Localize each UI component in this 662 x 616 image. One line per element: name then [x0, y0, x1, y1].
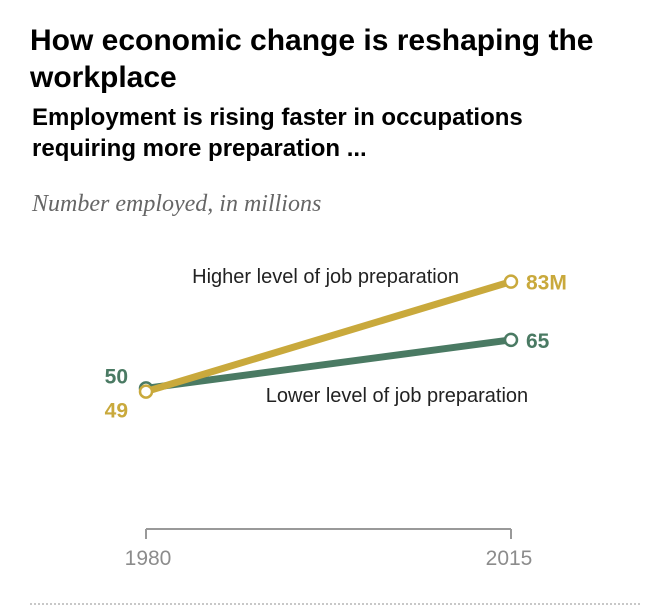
series-higher [138, 274, 519, 399]
series-name-labels: Higher level of job preparation Lower le… [192, 266, 528, 407]
higher-point-2015 [503, 274, 519, 289]
x-axis: 1980 2015 [125, 528, 533, 570]
lower-value-label-1980: 50 [105, 365, 128, 388]
higher-series-line [142, 278, 515, 396]
lower-series-name-label: Lower level of job preparation [266, 385, 528, 407]
footer-divider [30, 603, 640, 605]
x-tick-label-1980: 1980 [125, 547, 172, 570]
lower-point-2015 [503, 332, 519, 348]
higher-value-label-2015: 83M [526, 272, 567, 295]
lower-value-label-2015: 65 [526, 330, 550, 353]
data-labels: 50 49 83M 65 [105, 272, 567, 423]
chart-subtitle: Employment is rising faster in occupatio… [32, 104, 523, 162]
higher-value-label-1980: 49 [105, 400, 128, 423]
higher-point-1980 [138, 384, 154, 399]
x-tick-label-2015: 2015 [486, 547, 533, 570]
lower-series-line [142, 336, 515, 392]
higher-series-name-label: Higher level of job preparation [192, 266, 459, 288]
y-unit-note: Number employed, in millions [32, 191, 322, 217]
chart-title: How economic change is reshaping the wor… [30, 24, 594, 94]
